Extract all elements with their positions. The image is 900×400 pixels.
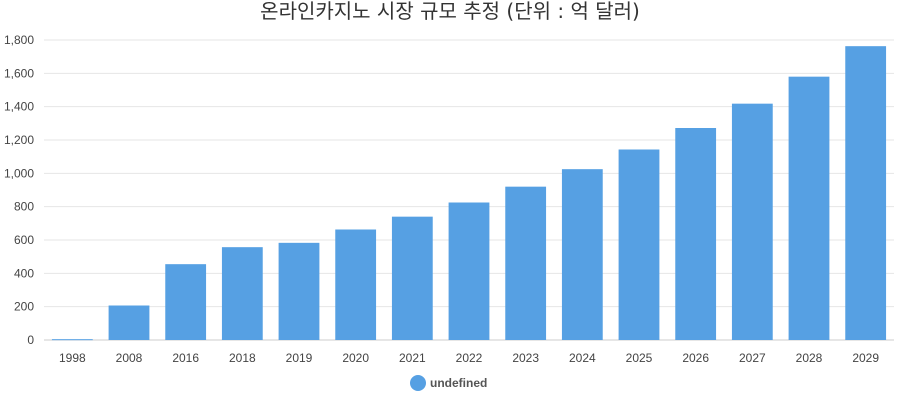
y-tick-label: 800 <box>14 200 34 214</box>
chart-title: 온라인카지노 시장 규모 추정 (단위 : 억 달러) <box>260 0 640 23</box>
y-tick-label: 200 <box>14 300 34 314</box>
y-tick-label: 1,600 <box>4 66 34 80</box>
y-tick-label: 400 <box>14 266 34 280</box>
x-tick-label: 2024 <box>569 351 596 365</box>
bar-2023[interactable] <box>505 186 547 340</box>
x-tick-label: 2023 <box>512 351 539 365</box>
y-axis: 0 200 400 600 800 1,000 1,200 1,400 1,600 1,800 <box>4 33 34 347</box>
y-tick-label: 1,200 <box>4 133 34 147</box>
bar-2025[interactable] <box>618 149 660 341</box>
bar-2026[interactable] <box>675 128 717 340</box>
legend-label[interactable]: undefined <box>430 376 487 390</box>
y-tick-label: 1,400 <box>4 100 34 114</box>
bar-2029[interactable] <box>845 46 887 341</box>
bar-2022[interactable] <box>448 202 490 341</box>
x-tick-label: 2019 <box>286 351 313 365</box>
legend[interactable]: undefined <box>410 375 487 391</box>
x-tick-label: 2020 <box>342 351 369 365</box>
bar-2018[interactable] <box>221 247 263 340</box>
y-tick-label: 1,000 <box>4 166 34 180</box>
x-tick-label: 2022 <box>456 351 483 365</box>
x-tick-label: 2028 <box>796 351 823 365</box>
bar-2028[interactable] <box>788 76 830 341</box>
bar-2008[interactable] <box>108 305 150 341</box>
bar-2019[interactable] <box>278 242 320 340</box>
x-tick-label: 2025 <box>626 351 653 365</box>
bar-1998[interactable] <box>51 339 93 341</box>
legend-swatch[interactable] <box>410 375 426 391</box>
x-tick-label: 2016 <box>172 351 199 365</box>
x-tick-label: 1998 <box>59 351 86 365</box>
y-tick-label: 0 <box>27 333 34 347</box>
x-tick-label: 2027 <box>739 351 766 365</box>
x-tick-label: 2029 <box>852 351 879 365</box>
x-tick-label: 2018 <box>229 351 256 365</box>
bar-2016[interactable] <box>165 264 207 340</box>
x-tick-label: 2026 <box>682 351 709 365</box>
bar-2024[interactable] <box>561 169 603 340</box>
bar-2027[interactable] <box>731 103 773 341</box>
x-axis: 1998 2008 2016 2018 2019 2020 2021 2022 2023 2024… <box>59 351 879 365</box>
bar-2021[interactable] <box>391 216 433 340</box>
bar-2020[interactable] <box>335 229 377 341</box>
x-tick-label: 2008 <box>116 351 143 365</box>
bars <box>51 46 887 341</box>
x-tick-label: 2021 <box>399 351 426 365</box>
y-tick-label: 600 <box>14 233 34 247</box>
y-tick-label: 1,800 <box>4 33 34 47</box>
